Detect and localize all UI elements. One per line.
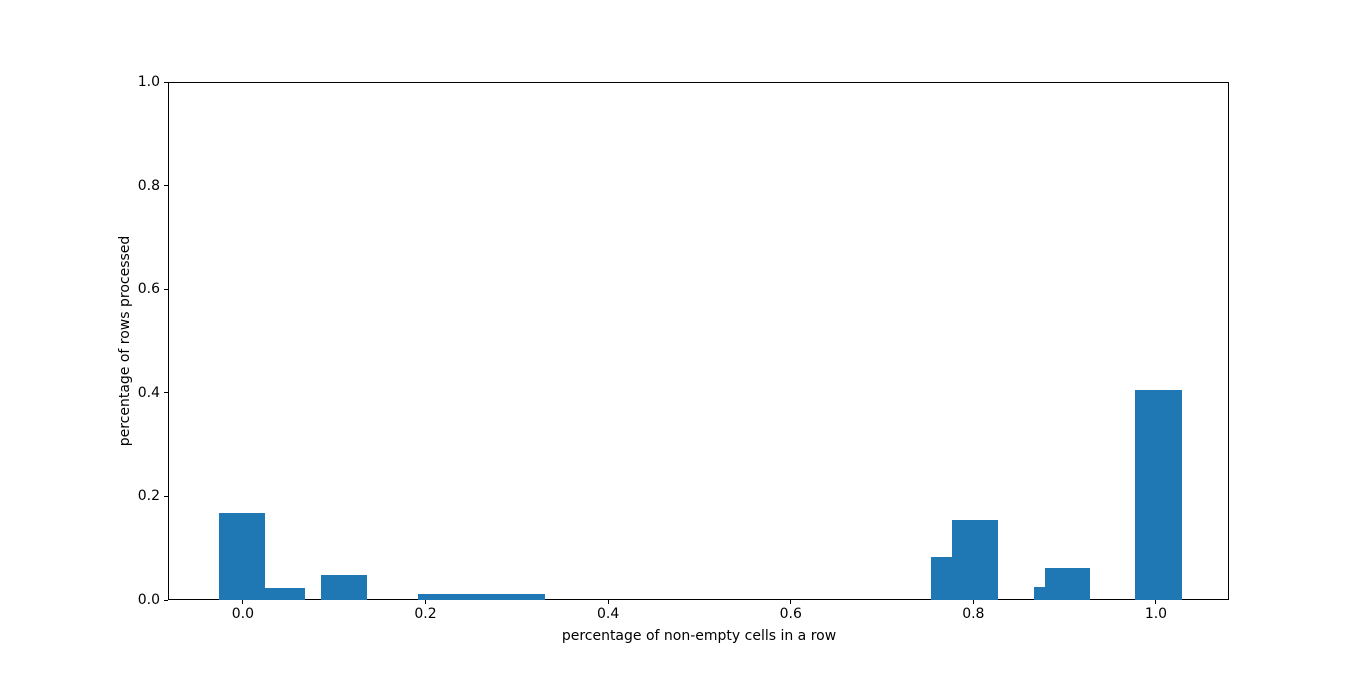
histogram-bar bbox=[1044, 568, 1091, 600]
y-tick bbox=[164, 81, 168, 83]
y-tick-label: 0.6 bbox=[137, 281, 160, 298]
x-tick bbox=[607, 600, 609, 604]
x-tick bbox=[1155, 600, 1157, 604]
x-tick-label: 0.6 bbox=[779, 606, 802, 622]
y-tick-label: 1.0 bbox=[137, 74, 160, 90]
x-axis-label: percentage of non-empty cells in a row bbox=[561, 628, 837, 644]
x-tick-label: 0.4 bbox=[596, 606, 620, 622]
x-tick-label: 0.2 bbox=[414, 606, 437, 622]
y-axis-label: percentage of rows processed bbox=[117, 235, 133, 447]
y-tick bbox=[164, 288, 168, 290]
histogram-bar bbox=[1134, 390, 1182, 600]
x-tick bbox=[424, 600, 426, 604]
y-tick-label: 0.0 bbox=[137, 592, 160, 608]
y-tick-label: 0.4 bbox=[137, 384, 160, 401]
x-tick-label: 1.0 bbox=[1144, 606, 1168, 622]
histogram-bar bbox=[321, 575, 368, 600]
y-tick bbox=[164, 392, 168, 394]
x-tick bbox=[972, 600, 974, 604]
x-tick bbox=[790, 600, 792, 604]
histogram-bar bbox=[952, 519, 998, 600]
histogram-bar bbox=[1033, 587, 1045, 600]
histogram-bar bbox=[264, 588, 305, 600]
x-tick-label: 0.8 bbox=[962, 606, 985, 622]
y-tick-label: 0.8 bbox=[137, 177, 160, 194]
histogram-bar bbox=[219, 512, 265, 600]
plot-area: 0.0 0.2 0.4 0.6 0.8 1.0 0.0 0.2 0.4 0.6 0.8 1.0 bbox=[138, 75, 1229, 621]
y-tick-label: 0.2 bbox=[137, 488, 160, 505]
y-tick bbox=[164, 185, 168, 187]
histogram-bar bbox=[931, 557, 953, 600]
y-tick bbox=[164, 599, 168, 601]
histogram-bar bbox=[418, 593, 546, 600]
x-tick-label: 0.0 bbox=[231, 606, 254, 622]
x-tick bbox=[242, 600, 244, 604]
y-tick bbox=[164, 495, 168, 497]
